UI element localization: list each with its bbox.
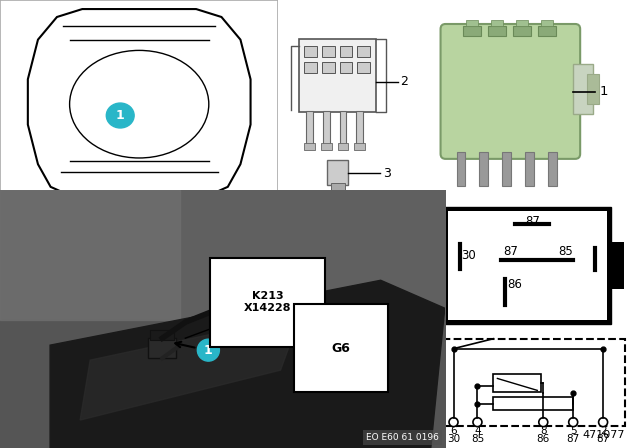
Bar bbox=[587, 74, 599, 104]
Text: EO E60 61 0196: EO E60 61 0196 bbox=[366, 433, 439, 442]
Bar bbox=[340, 62, 353, 73]
Text: 1: 1 bbox=[599, 86, 607, 99]
Text: 5: 5 bbox=[570, 426, 577, 436]
Bar bbox=[492, 20, 504, 26]
Bar bbox=[338, 142, 348, 150]
Text: 1: 1 bbox=[204, 344, 212, 357]
Bar bbox=[516, 20, 528, 26]
Bar bbox=[357, 62, 370, 73]
Bar bbox=[340, 46, 353, 57]
Text: 6: 6 bbox=[450, 426, 457, 436]
Polygon shape bbox=[80, 315, 301, 420]
Bar bbox=[479, 152, 488, 186]
Bar bbox=[322, 46, 335, 57]
Bar bbox=[493, 397, 573, 410]
Bar bbox=[456, 152, 465, 186]
Bar bbox=[356, 111, 363, 145]
Bar bbox=[433, 339, 625, 426]
Polygon shape bbox=[50, 280, 445, 448]
Text: 4: 4 bbox=[474, 426, 481, 436]
Circle shape bbox=[598, 418, 607, 426]
Text: 2: 2 bbox=[401, 75, 408, 88]
Bar bbox=[548, 152, 557, 186]
Bar bbox=[355, 142, 365, 150]
Circle shape bbox=[44, 258, 56, 270]
Bar bbox=[463, 26, 481, 36]
Circle shape bbox=[106, 103, 134, 128]
Circle shape bbox=[449, 418, 458, 426]
Bar bbox=[357, 46, 370, 57]
Text: 2: 2 bbox=[600, 426, 607, 436]
Circle shape bbox=[197, 339, 220, 361]
Circle shape bbox=[539, 418, 548, 426]
Bar bbox=[340, 111, 346, 145]
Bar bbox=[493, 375, 541, 392]
Text: 87: 87 bbox=[566, 434, 580, 444]
Bar bbox=[431, 241, 444, 289]
Bar bbox=[0, 234, 176, 242]
Text: K213
X14228: K213 X14228 bbox=[244, 291, 291, 314]
FancyBboxPatch shape bbox=[440, 24, 580, 159]
Text: 1: 1 bbox=[116, 109, 125, 122]
Text: 85: 85 bbox=[559, 245, 573, 258]
Bar bbox=[304, 142, 315, 150]
Text: 471077: 471077 bbox=[582, 430, 625, 440]
Bar bbox=[306, 111, 313, 145]
Bar bbox=[148, 338, 176, 358]
Text: G6: G6 bbox=[331, 342, 350, 355]
Bar bbox=[611, 241, 624, 289]
Text: 86: 86 bbox=[537, 434, 550, 444]
Text: 8: 8 bbox=[540, 426, 547, 436]
Text: 87: 87 bbox=[596, 434, 610, 444]
Bar bbox=[322, 62, 335, 73]
Bar bbox=[150, 330, 174, 340]
Bar bbox=[541, 20, 553, 26]
Text: 86: 86 bbox=[508, 278, 522, 291]
Bar bbox=[304, 62, 317, 73]
Bar bbox=[502, 152, 511, 186]
Bar bbox=[513, 26, 531, 36]
Text: 87: 87 bbox=[504, 245, 518, 258]
Text: 87: 87 bbox=[525, 215, 540, 228]
PathPatch shape bbox=[28, 9, 250, 198]
Bar bbox=[488, 26, 506, 36]
Text: 30: 30 bbox=[447, 434, 460, 444]
Bar bbox=[327, 160, 348, 185]
Text: 30: 30 bbox=[461, 249, 476, 262]
Text: 3: 3 bbox=[383, 167, 390, 180]
Circle shape bbox=[473, 418, 482, 426]
Bar bbox=[573, 64, 593, 114]
Bar bbox=[444, 207, 611, 324]
Bar bbox=[304, 46, 317, 57]
Bar bbox=[467, 20, 479, 26]
Bar bbox=[323, 111, 330, 145]
Bar bbox=[300, 39, 376, 112]
Bar bbox=[538, 26, 556, 36]
Bar bbox=[331, 184, 344, 196]
Circle shape bbox=[569, 418, 578, 426]
Bar bbox=[525, 152, 534, 186]
Bar bbox=[447, 211, 607, 320]
Text: 85: 85 bbox=[471, 434, 484, 444]
Bar bbox=[321, 142, 332, 150]
